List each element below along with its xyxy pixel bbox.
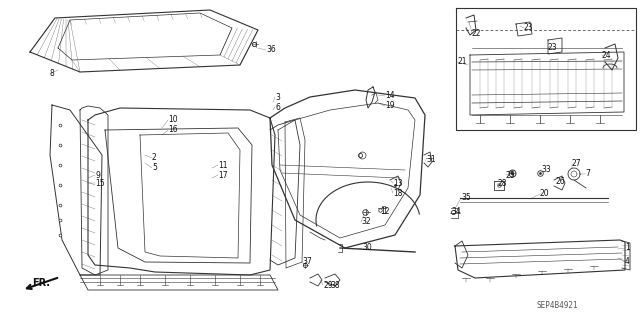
Text: 37: 37: [302, 257, 312, 266]
Text: 35: 35: [461, 194, 471, 203]
Text: 2: 2: [152, 153, 157, 162]
Text: 22: 22: [472, 28, 481, 38]
Text: 18: 18: [393, 189, 403, 197]
Text: 1: 1: [625, 243, 630, 253]
Text: 28: 28: [497, 180, 506, 189]
Text: 11: 11: [218, 160, 227, 169]
Text: 32: 32: [361, 218, 371, 226]
Text: 36: 36: [266, 46, 276, 55]
Text: 14: 14: [385, 92, 395, 100]
Text: 19: 19: [385, 101, 395, 110]
Text: 17: 17: [218, 170, 228, 180]
Text: 27: 27: [572, 160, 582, 168]
Text: SEP4B4921: SEP4B4921: [536, 300, 578, 309]
Text: 20: 20: [540, 189, 550, 198]
Text: 23: 23: [524, 24, 534, 33]
Text: 34: 34: [451, 207, 461, 217]
Text: 4: 4: [625, 257, 630, 266]
Text: 25: 25: [506, 170, 516, 180]
Text: 23: 23: [548, 43, 557, 53]
Text: 30: 30: [362, 243, 372, 253]
Text: 9: 9: [95, 170, 100, 180]
Text: 13: 13: [393, 179, 403, 188]
Text: 3: 3: [275, 93, 280, 101]
Text: 26: 26: [556, 177, 566, 187]
Text: 31: 31: [426, 155, 436, 165]
Text: 10: 10: [168, 115, 178, 124]
Text: 38: 38: [330, 280, 340, 290]
Text: 7: 7: [585, 169, 590, 179]
Text: FR.: FR.: [32, 278, 50, 288]
Text: 5: 5: [152, 164, 157, 173]
Text: 33: 33: [541, 166, 551, 174]
Text: 24: 24: [602, 51, 612, 61]
Text: 16: 16: [168, 125, 178, 135]
Text: 29: 29: [323, 280, 333, 290]
Text: 8: 8: [50, 70, 55, 78]
Text: 15: 15: [95, 179, 104, 188]
Text: 21: 21: [457, 57, 467, 66]
Text: 6: 6: [275, 102, 280, 112]
Text: 12: 12: [380, 206, 390, 216]
